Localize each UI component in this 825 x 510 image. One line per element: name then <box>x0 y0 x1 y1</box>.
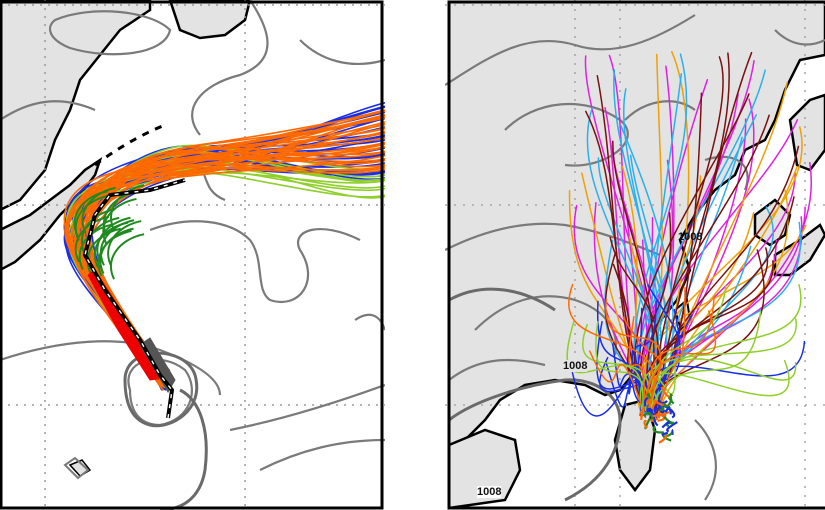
isobar-line-5 <box>704 155 749 191</box>
track-origin-blob-2 <box>645 400 651 409</box>
track-origin-blob-24 <box>652 416 659 427</box>
best-track-line <box>82 123 186 419</box>
track-origin-blob-15 <box>649 406 658 413</box>
track-origin-blob-18 <box>664 405 671 413</box>
track-6-4 <box>589 350 642 405</box>
track-origin-blob-12 <box>662 404 672 415</box>
map-frame <box>447 0 825 510</box>
track-origin-blob-39 <box>661 431 669 436</box>
ensemble-tracks <box>566 51 813 444</box>
isobar-line-8 <box>354 313 385 331</box>
track-origin-blob-36 <box>661 420 670 429</box>
track-3-6 <box>633 93 750 408</box>
land-masses <box>447 0 825 510</box>
track-6-1 <box>568 283 656 406</box>
isobar-line-0 <box>445 14 696 86</box>
track-origin-blob-37 <box>646 392 651 399</box>
track-6-5 <box>658 287 686 411</box>
isobar-line-6 <box>229 383 385 432</box>
track-green-10 <box>110 184 145 231</box>
track-2-15 <box>642 114 757 405</box>
track-origin-blob-0 <box>671 428 674 435</box>
track-green-9 <box>99 219 135 266</box>
track-green-15 <box>97 229 132 277</box>
track-4-4 <box>641 340 806 410</box>
track-green-3 <box>78 223 113 270</box>
track-1-6 <box>659 81 788 404</box>
track-5-4 <box>651 359 790 406</box>
track-origin-blob-32 <box>643 419 648 429</box>
best-track-outline <box>82 178 186 419</box>
lat-lon-grid <box>0 0 385 510</box>
best-track-extension <box>94 123 166 167</box>
contour-label-1008-a: 1008 <box>678 231 703 243</box>
isobar-line-7 <box>448 358 546 381</box>
isobar-line-4 <box>624 100 696 121</box>
track-origin-blob-38 <box>651 399 658 410</box>
track-orange-18 <box>70 155 385 390</box>
track-green-14 <box>102 197 137 245</box>
track-origin-blob-21 <box>643 396 649 407</box>
track-origin-blob-30 <box>666 421 678 433</box>
land-sakhalin <box>168 0 252 40</box>
track-5-7 <box>642 358 797 413</box>
track-3-2 <box>612 140 655 415</box>
track-origin-blob-19 <box>652 425 664 434</box>
land-mainland <box>0 0 152 212</box>
track-green-16 <box>74 194 110 242</box>
contour-label-1008-c: 1008 <box>477 486 502 498</box>
track-6-6 <box>605 298 662 405</box>
land-japan <box>0 156 103 272</box>
map-frame <box>0 0 384 510</box>
isobar-thick-line-2 <box>448 287 556 312</box>
track-5-3 <box>649 362 676 408</box>
isobar-line-1 <box>191 0 269 136</box>
track-3-7 <box>657 52 730 412</box>
right-map <box>445 0 825 510</box>
track-6-0 <box>646 297 715 404</box>
isobar-small-closed <box>63 456 90 480</box>
track-origin-blob-33 <box>669 408 676 419</box>
isobar-line-2 <box>0 100 96 121</box>
track-origin-blob-26 <box>652 414 666 421</box>
isobar-line-8 <box>694 419 717 501</box>
track-origin-blob-35 <box>660 386 670 398</box>
track-origin-blob-25 <box>663 400 672 408</box>
track-green-11 <box>74 215 110 263</box>
track-4-2 <box>637 307 643 414</box>
track-3-11 <box>644 196 795 410</box>
track-origin-blob-11 <box>650 417 659 422</box>
isobar-line-3 <box>149 220 361 303</box>
left-map-panel <box>0 0 385 510</box>
track-origin-blob-31 <box>659 405 665 412</box>
isobar-line-7 <box>259 438 385 471</box>
isobar-line-10 <box>299 39 385 65</box>
isobar-line-0 <box>48 10 172 56</box>
track-6-3 <box>622 316 662 415</box>
contour-label-1008-b: 1008 <box>563 360 588 372</box>
track-6-2 <box>628 315 646 404</box>
track-5-6 <box>581 323 650 407</box>
track-green-8 <box>86 227 122 275</box>
track-1-13 <box>657 189 789 418</box>
track-origin-blob-23 <box>658 434 668 444</box>
land-japan-north <box>788 93 825 172</box>
track-orange-30 <box>66 113 385 375</box>
track-origin-blob-8 <box>640 412 644 421</box>
track-6-7 <box>641 310 717 415</box>
isobar-line-6 <box>774 29 825 46</box>
left-map <box>0 0 385 510</box>
right-map-panel: 1008 1008 1008 <box>445 0 825 510</box>
track-green-12 <box>109 233 145 280</box>
track-origin-blob-22 <box>642 411 654 420</box>
track-1-8 <box>640 224 807 411</box>
track-1-11 <box>639 51 690 418</box>
